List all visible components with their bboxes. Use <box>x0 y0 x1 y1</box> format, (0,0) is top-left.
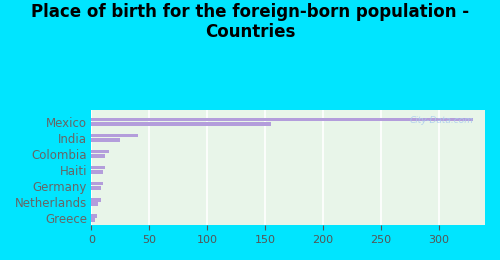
Bar <box>92 134 138 137</box>
Bar <box>92 214 97 218</box>
Bar <box>92 154 106 158</box>
Bar <box>92 122 271 126</box>
Bar <box>92 218 95 222</box>
Text: Place of birth for the foreign-born population -
Countries: Place of birth for the foreign-born popu… <box>31 3 469 41</box>
Text: City-Data.com: City-Data.com <box>409 116 473 125</box>
Bar <box>92 170 103 174</box>
Bar <box>92 198 100 202</box>
Bar <box>92 150 109 153</box>
Bar <box>92 118 474 121</box>
Bar <box>92 182 103 185</box>
Bar <box>92 166 106 170</box>
Bar <box>92 186 100 190</box>
Bar <box>92 138 120 142</box>
Bar <box>92 203 98 206</box>
